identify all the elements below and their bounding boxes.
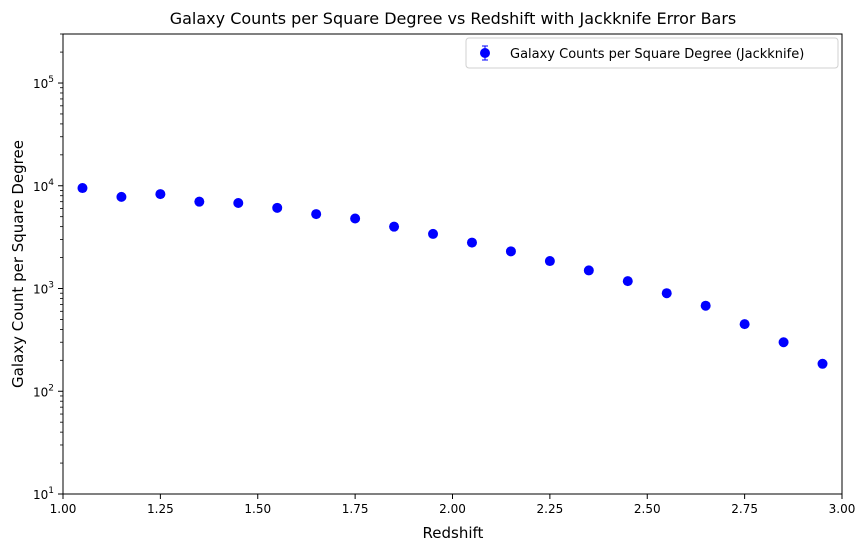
chart-title: Galaxy Counts per Square Degree vs Redsh… — [170, 9, 737, 28]
data-point — [505, 246, 516, 257]
data-point — [739, 319, 750, 330]
y-tick-label: 104 — [33, 178, 54, 194]
x-axis: 1.00 1.25 1.50 1.75 2.00 2.25 2.50 2.75 3.00 — [50, 494, 856, 516]
x-tick-label: 1.75 — [342, 502, 369, 516]
y-axis-label: Galaxy Count per Square Degree — [9, 140, 27, 388]
data-point — [194, 196, 205, 207]
data-point — [155, 189, 166, 200]
y-tick-label: 103 — [33, 281, 54, 297]
data-point — [700, 300, 711, 311]
x-tick-label: 1.25 — [147, 502, 174, 516]
data-point — [311, 209, 322, 220]
data-point — [389, 221, 400, 232]
x-tick-label: 1.50 — [244, 502, 271, 516]
x-tick-label: 2.50 — [634, 502, 661, 516]
data-point — [116, 191, 127, 202]
y-tick-label: 101 — [33, 486, 54, 502]
plot-frame — [62, 33, 843, 495]
plot-area — [62, 33, 843, 495]
x-axis-label: Redshift — [423, 524, 484, 542]
data-point — [233, 197, 244, 208]
data-point — [778, 337, 789, 348]
y-tick-label: 102 — [33, 383, 54, 399]
data-points — [77, 183, 828, 369]
legend-label: Galaxy Counts per Square Degree (Jackkni… — [510, 47, 804, 62]
data-point — [428, 228, 439, 239]
x-tick-label: 2.00 — [439, 502, 466, 516]
x-tick-label: 3.00 — [829, 502, 856, 516]
data-point — [77, 183, 88, 194]
x-tick-label: 1.00 — [50, 502, 77, 516]
data-point — [817, 358, 828, 369]
y-axis: 101 102 103 104 105 — [33, 33, 63, 502]
y-tick-label: 105 — [33, 75, 54, 91]
data-point — [272, 202, 283, 213]
legend-box — [465, 37, 839, 69]
x-tick-label: 2.25 — [537, 502, 564, 516]
data-point — [583, 265, 594, 276]
data-point — [544, 256, 555, 267]
data-point — [466, 237, 477, 248]
legend-marker — [480, 48, 490, 58]
data-point — [661, 288, 672, 299]
data-point — [622, 276, 633, 287]
x-tick-label: 2.75 — [731, 502, 758, 516]
legend: Galaxy Counts per Square Degree (Jackkni… — [465, 37, 839, 69]
data-point — [350, 213, 361, 224]
